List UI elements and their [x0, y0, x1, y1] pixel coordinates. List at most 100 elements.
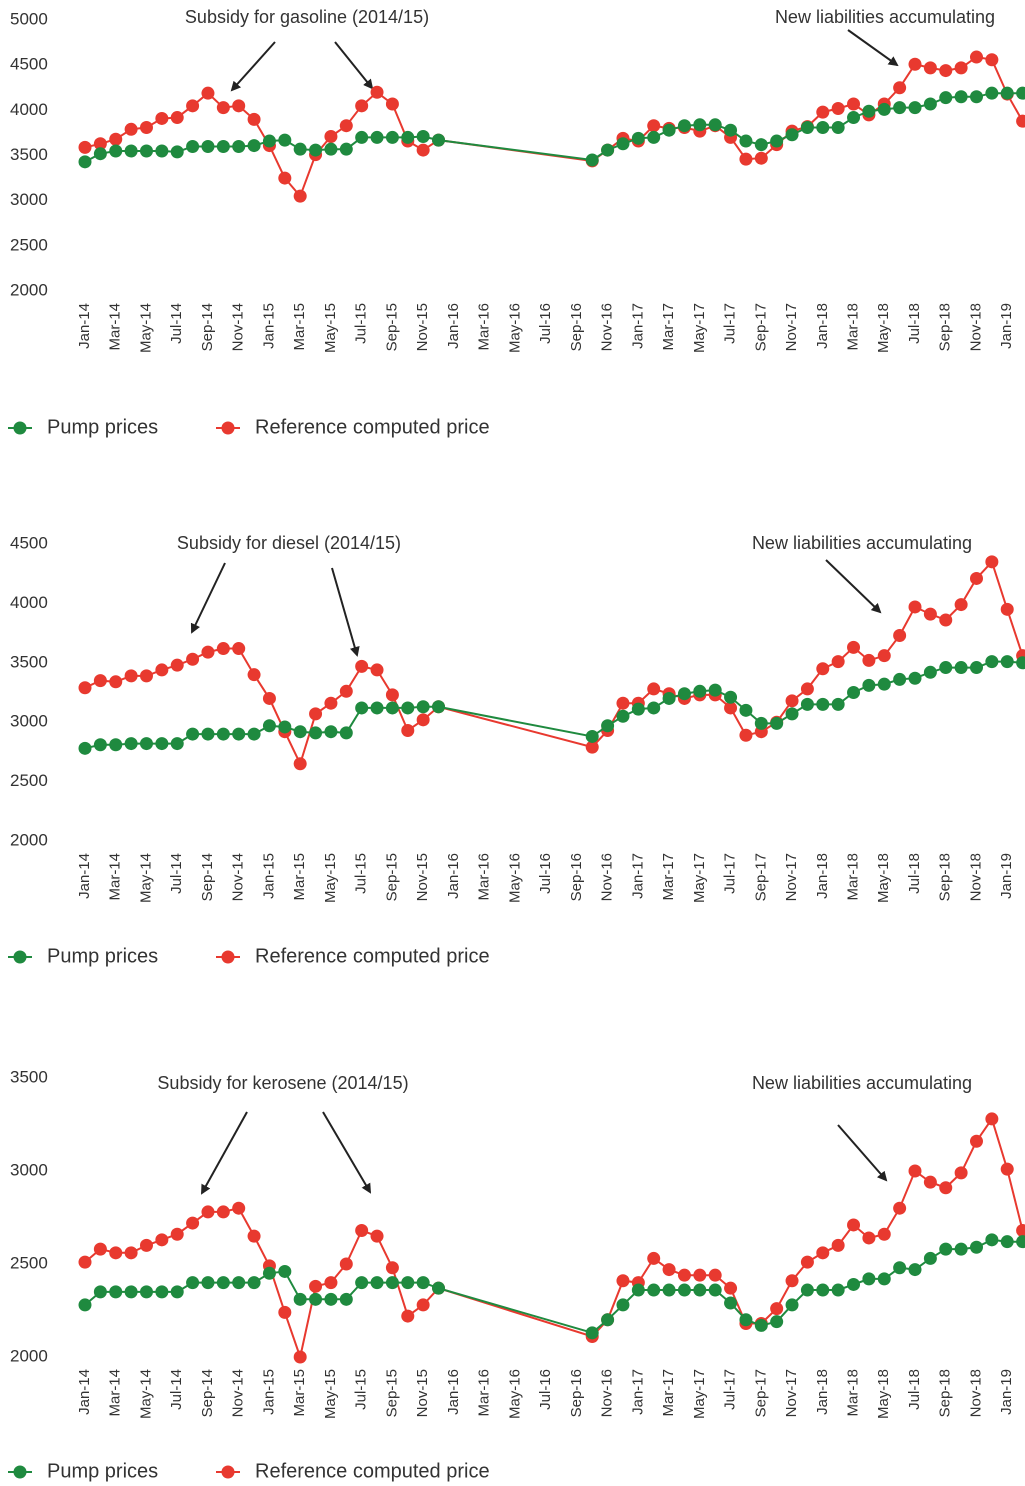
x-tick-label: Sep-15 [383, 1369, 400, 1417]
annotation-arrow [190, 562, 226, 634]
data-point [232, 1276, 246, 1290]
data-point [831, 1238, 845, 1252]
data-point [385, 688, 399, 702]
data-point [677, 687, 691, 701]
x-tick-label: Sep-16 [568, 853, 585, 901]
data-point [262, 1266, 276, 1280]
data-point [939, 64, 953, 78]
data-point [309, 1292, 323, 1306]
x-tick-label: Jul-15 [353, 303, 370, 344]
legend-marker [13, 1465, 27, 1479]
chart: 2000 2500 3000 3500 4000 4500 Jan-14 Mar-14 May-… [8, 533, 1025, 967]
x-tick-label: May-16 [506, 853, 523, 903]
x-tick-label: Jul-18 [906, 1369, 923, 1410]
data-point [232, 642, 246, 656]
y-tick-label: 3000 [10, 1160, 48, 1179]
data-point [847, 97, 861, 111]
x-tick-label: Sep-14 [199, 853, 216, 901]
data-point [631, 131, 645, 145]
data-point [309, 726, 323, 740]
data-point [785, 128, 799, 142]
data-point [201, 1276, 215, 1290]
data-point [724, 701, 738, 715]
data-point [324, 130, 338, 144]
x-tick-label: Jul-14 [168, 1369, 185, 1410]
x-tick-label: May-15 [322, 303, 339, 353]
data-point [739, 703, 753, 717]
data-point [186, 727, 200, 741]
data-point [216, 1205, 230, 1219]
data-point [954, 661, 968, 675]
data-point [293, 1350, 307, 1364]
x-tick-label: Mar-17 [660, 303, 677, 351]
data-point [601, 719, 615, 733]
x-tick-label: Jul-15 [353, 853, 370, 894]
data-point [309, 707, 323, 721]
data-point [401, 1276, 415, 1290]
data-point [893, 672, 907, 686]
chart: 2000 2500 3000 3500 4000 4500 5000 Jan-14 Mar-14… [8, 7, 1025, 438]
data-point [862, 1231, 876, 1245]
data-point [770, 1315, 784, 1329]
legend-label: Pump prices [47, 945, 158, 967]
data-point [1000, 655, 1014, 669]
x-tick-label: Nov-15 [414, 1369, 431, 1417]
data-point [954, 61, 968, 75]
data-point [939, 613, 953, 627]
data-point [800, 120, 814, 134]
x-tick-label: Nov-18 [967, 853, 984, 901]
series-line [84, 55, 1024, 199]
annotation-arrow [331, 567, 360, 657]
legend-marker [221, 1465, 235, 1479]
data-point [93, 147, 107, 161]
data-point [585, 729, 599, 743]
legend-label: Pump prices [47, 1460, 158, 1482]
data-point [954, 1166, 968, 1180]
data-point [908, 671, 922, 685]
data-point [78, 681, 92, 695]
data-point [339, 726, 353, 740]
x-tick-label: Sep-18 [937, 853, 954, 901]
y-tick-label: 4500 [10, 55, 48, 74]
data-point [216, 1276, 230, 1290]
data-point [754, 1318, 768, 1332]
x-tick-label: Jan-15 [260, 1369, 277, 1415]
data-point [216, 139, 230, 153]
data-point [293, 189, 307, 203]
data-point [385, 1276, 399, 1290]
data-point [708, 1268, 722, 1282]
data-point [862, 678, 876, 692]
data-point [923, 61, 937, 75]
data-point [631, 702, 645, 716]
data-point [78, 1255, 92, 1269]
x-tick-label: Nov-14 [230, 303, 247, 351]
x-tick-label: Nov-17 [783, 853, 800, 901]
x-tick-label: May-15 [322, 1369, 339, 1419]
x-tick-label: May-14 [137, 1369, 154, 1419]
data-point [355, 1276, 369, 1290]
data-point [847, 686, 861, 699]
x-tick-label: Jan-17 [629, 303, 646, 349]
y-tick-label: 2500 [10, 235, 48, 254]
data-point [923, 1251, 937, 1265]
data-point [139, 737, 153, 751]
data-point [109, 1285, 123, 1299]
x-tick-label: Sep-17 [752, 853, 769, 901]
data-point [124, 1246, 138, 1260]
data-point [385, 97, 399, 111]
data-point [893, 1261, 907, 1275]
x-tick-label: Mar-18 [844, 1369, 861, 1417]
data-point [247, 139, 261, 153]
x-tick-label: Mar-14 [107, 853, 124, 901]
data-point [155, 737, 169, 751]
x-tick-label: May-17 [691, 303, 708, 353]
data-point [693, 1283, 707, 1297]
legend-label: Pump prices [47, 416, 158, 438]
data-point [724, 1296, 738, 1310]
data-point [647, 119, 661, 133]
data-point [309, 143, 323, 157]
data-point [754, 716, 768, 730]
data-point [109, 675, 123, 689]
data-point [93, 1242, 107, 1256]
data-point [155, 1233, 169, 1247]
